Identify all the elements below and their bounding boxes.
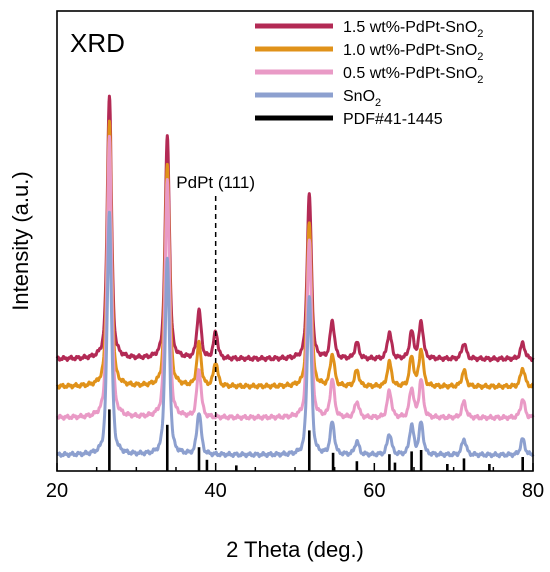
legend-subscript-0: 2 [477,28,483,40]
legend-entry-2: 0.5 wt%-PdPt-SnO2 [343,65,483,86]
series-line-1 [55,119,535,390]
legend-subscript-1: 2 [477,51,483,63]
series-layer [55,94,535,459]
legend-entry-3: SnO2 [343,88,381,109]
reference-sticks [108,409,524,471]
x-tick-label-20: 20 [46,480,68,502]
x-tick-label-60: 60 [363,480,385,502]
annotation-label: PdPt (111) [176,173,255,192]
legend-subscript-2: 2 [477,74,483,86]
series-line-3 [55,210,535,459]
x-tick-label-80: 80 [522,480,544,502]
series-line-2 [55,134,535,422]
x-tick-label-40: 40 [205,480,227,502]
y-axis-label: Intensity (a.u.) [8,171,33,310]
legend-entry-1: 1.0 wt%-PdPt-SnO2 [343,42,483,63]
legend-subscript-3: 2 [375,97,381,109]
legend-entry-0: 1.5 wt%-PdPt-SnO2 [343,19,483,40]
panel-label: XRD [70,28,125,58]
x-axis-label: 2 Theta (deg.) [226,537,364,562]
legend-entry-4: PDF#41-1445 [343,111,443,128]
series-line-0 [55,94,535,363]
x-axis-ticks: 20 40 60 80 [46,463,544,502]
